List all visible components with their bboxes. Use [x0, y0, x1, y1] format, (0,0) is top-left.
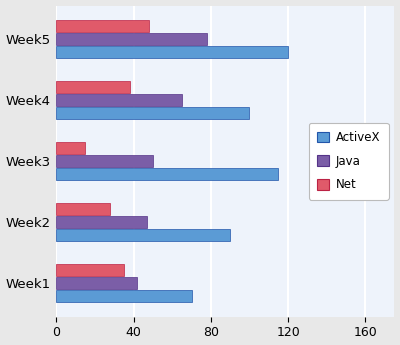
Bar [56, 20, 149, 32]
Bar [56, 277, 138, 289]
Bar [56, 290, 192, 302]
Bar [56, 107, 250, 119]
Bar [56, 33, 207, 45]
Bar [56, 216, 147, 228]
Bar [56, 46, 288, 58]
Bar [56, 81, 130, 93]
Bar [56, 142, 85, 155]
Legend: ActiveX, Java, Net: ActiveX, Java, Net [309, 123, 388, 199]
Bar [56, 168, 278, 180]
Bar [56, 155, 153, 167]
Bar [56, 264, 124, 276]
Bar [56, 94, 182, 106]
Bar [56, 229, 230, 241]
Bar [56, 203, 110, 215]
